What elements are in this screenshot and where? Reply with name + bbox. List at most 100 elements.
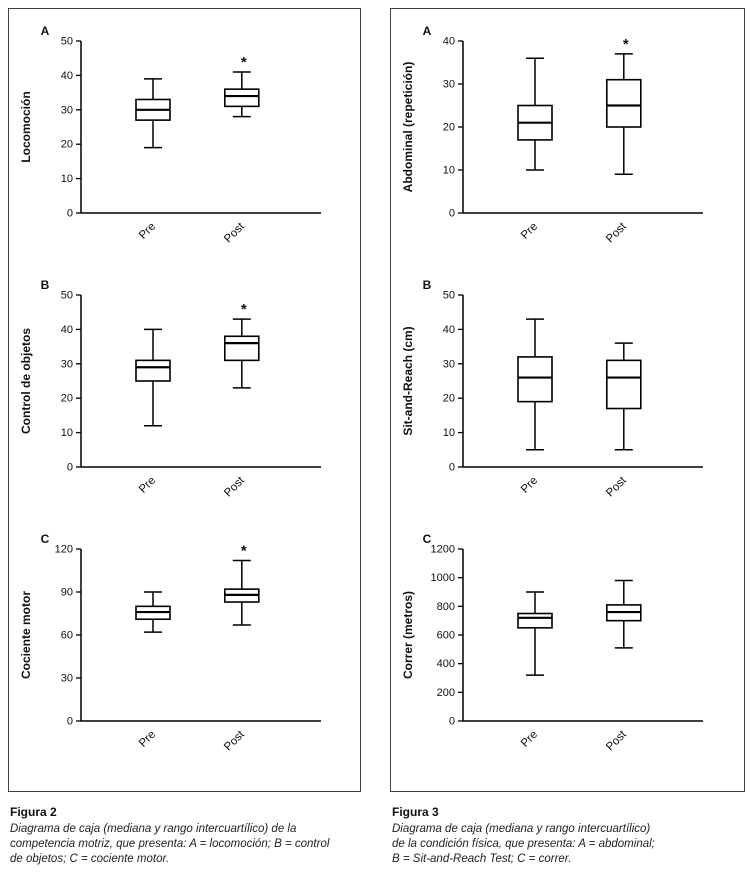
boxplot-panel-a-fig3: A Abdominal (repetición) 0 10 20 30 40 Pre * Post xyxy=(401,24,703,245)
box-pre xyxy=(517,57,553,171)
panel-letter: A xyxy=(423,24,432,38)
figura-3-caption-line: B = Sit-and-Reach Test; C = correr. xyxy=(392,852,572,865)
x-tick-label: Post xyxy=(604,728,629,753)
y-tick-label: 20 xyxy=(443,393,455,405)
y-tick-label: 40 xyxy=(443,36,455,48)
figura-3-caption: Figura 3 Diagrama de caja (mediana y ran… xyxy=(390,805,745,867)
panel-letter: B xyxy=(41,278,50,292)
figura-2-caption-line: Diagrama de caja (mediana y rango interc… xyxy=(10,823,297,835)
y-axis-label: Locomoción xyxy=(19,91,33,162)
x-tick-label: Post xyxy=(604,220,629,245)
x-tick-label: Pre xyxy=(137,475,158,496)
box-pre xyxy=(517,591,553,676)
iqr-box xyxy=(606,359,642,410)
figura-3-column: A Abdominal (repetición) 0 10 20 30 40 Pre * Post… xyxy=(390,8,745,867)
significance-star: * xyxy=(241,301,247,318)
y-tick-label: 200 xyxy=(437,687,455,699)
y-tick-label: 40 xyxy=(61,324,73,336)
y-tick-label: 20 xyxy=(61,139,73,151)
y-tick-label: 0 xyxy=(67,716,73,728)
y-axis-label: Cociente motor xyxy=(19,591,33,679)
box-pre xyxy=(517,318,553,451)
x-tick-label: Pre xyxy=(137,221,158,242)
y-tick-label: 40 xyxy=(61,70,73,82)
y-tick-label: 30 xyxy=(443,79,455,91)
panel-letter: C xyxy=(423,532,432,546)
x-tick-label: Post xyxy=(222,728,247,753)
x-tick-label: Post xyxy=(222,474,247,499)
box-post xyxy=(224,559,260,626)
boxplot-panel-c-fig3: C Correr (metros) 0 200 400 600 800 1000 1200 Pre… xyxy=(401,532,703,753)
y-tick-label: 10 xyxy=(443,427,455,439)
y-axis-label: Control de objetos xyxy=(19,328,33,434)
iqr-box xyxy=(224,88,260,108)
y-tick-label: 20 xyxy=(61,393,73,405)
y-tick-label: 30 xyxy=(61,673,73,685)
boxplot-panel-c-fig2: C Cociente motor 0 30 60 90 120 Pre * Post xyxy=(19,532,321,753)
y-tick-label: 90 xyxy=(61,587,73,599)
box-post xyxy=(606,342,642,451)
iqr-box xyxy=(135,359,171,382)
y-tick-label: 50 xyxy=(443,290,455,302)
figura-2-caption-line: de objetos; C = cociente motor. xyxy=(10,852,170,865)
figura-3-panel-frame: A Abdominal (repetición) 0 10 20 30 40 Pre * Post… xyxy=(390,8,745,792)
boxplot-panel-a-fig2: A Locomoción 0 10 20 30 40 50 Pre * Post xyxy=(19,24,321,245)
significance-star: * xyxy=(241,54,247,71)
y-tick-label: 10 xyxy=(443,165,455,177)
box-pre xyxy=(135,328,171,427)
y-tick-label: 1000 xyxy=(431,572,455,584)
box-post xyxy=(606,53,642,176)
y-tick-label: 10 xyxy=(61,173,73,185)
y-tick-label: 20 xyxy=(443,122,455,134)
x-tick-label: Pre xyxy=(519,475,540,496)
figura-3-caption-line: Diagrama de caja (mediana y rango interc… xyxy=(392,823,651,835)
y-tick-label: 10 xyxy=(61,427,73,439)
y-tick-label: 50 xyxy=(61,36,73,48)
box-post xyxy=(224,71,260,118)
iqr-box xyxy=(517,612,553,629)
box-pre xyxy=(135,78,171,149)
y-tick-label: 800 xyxy=(437,601,455,613)
box-post xyxy=(224,318,260,389)
x-tick-label: Pre xyxy=(519,221,540,242)
x-tick-label: Pre xyxy=(137,729,158,750)
y-tick-label: 30 xyxy=(443,358,455,370)
y-tick-label: 50 xyxy=(61,290,73,302)
panel-letter: B xyxy=(423,278,432,292)
y-tick-label: 400 xyxy=(437,658,455,670)
y-tick-label: 0 xyxy=(67,208,73,220)
figura-3-caption-title: Figura 3 xyxy=(392,805,439,819)
y-tick-label: 30 xyxy=(61,358,73,370)
boxplot-panel-b-fig3: B Sit-and-Reach (cm) 0 10 20 30 40 50 Pre Post xyxy=(401,278,703,499)
iqr-box xyxy=(224,335,260,362)
y-tick-label: 1200 xyxy=(431,544,455,556)
y-axis-label: Abdominal (repetición) xyxy=(401,62,415,193)
significance-star: * xyxy=(623,36,629,53)
boxplot-panel-b-fig2: B Control de objetos 0 10 20 30 40 50 Pre * Post xyxy=(19,278,321,499)
panel-letter: A xyxy=(41,24,50,38)
significance-star: * xyxy=(241,542,247,559)
panel-letter: C xyxy=(41,532,50,546)
y-tick-label: 0 xyxy=(449,208,455,220)
figura-2-panel-frame: A Locomoción 0 10 20 30 40 50 Pre * Post B Control d… xyxy=(8,8,361,792)
y-tick-label: 120 xyxy=(55,544,73,556)
figura-2-column: A Locomoción 0 10 20 30 40 50 Pre * Post B Control d… xyxy=(8,8,361,867)
y-axis-label: Correr (metros) xyxy=(401,591,415,679)
y-tick-label: 0 xyxy=(449,462,455,474)
y-tick-label: 60 xyxy=(61,630,73,642)
y-tick-label: 40 xyxy=(443,324,455,336)
y-tick-label: 0 xyxy=(449,716,455,728)
figura-2-caption-title: Figura 2 xyxy=(10,805,57,819)
x-tick-label: Post xyxy=(222,220,247,245)
x-tick-label: Pre xyxy=(519,729,540,750)
y-tick-label: 600 xyxy=(437,630,455,642)
figura-2-caption-line: competencia motriz, que presenta: A = lo… xyxy=(10,837,330,850)
figura-3-caption-line: de la condición física, que presenta: A … xyxy=(392,837,655,850)
y-axis-label: Sit-and-Reach (cm) xyxy=(401,326,415,435)
x-tick-label: Post xyxy=(604,474,629,499)
box-post xyxy=(606,579,642,649)
y-tick-label: 30 xyxy=(61,104,73,116)
iqr-box xyxy=(517,356,553,403)
box-pre xyxy=(135,591,171,633)
